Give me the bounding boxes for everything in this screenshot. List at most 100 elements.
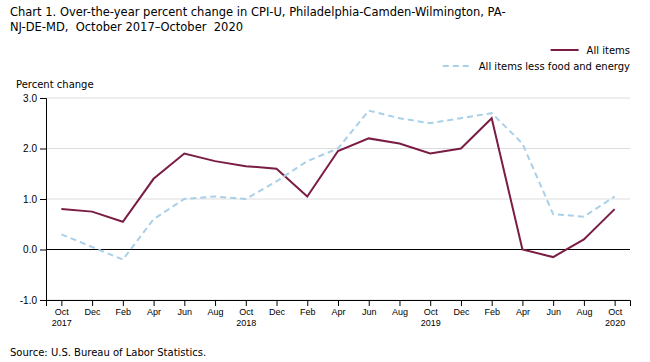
x-tick-label-line: Jun xyxy=(362,307,377,317)
x-tick-mark xyxy=(215,300,216,306)
title-line: NJ-DE-MD, October 2017–October 2020 xyxy=(10,20,243,34)
x-tick-label: Oct2020 xyxy=(605,307,625,327)
x-tick-mark xyxy=(492,300,493,306)
x-tick-mark xyxy=(615,300,616,306)
x-tick-mark xyxy=(246,300,247,306)
x-tick-label-line: 2020 xyxy=(605,318,625,328)
y-tick-mark xyxy=(40,199,46,200)
series-line xyxy=(61,118,614,257)
x-tick: Feb xyxy=(300,300,316,317)
grid-line xyxy=(46,98,630,99)
x-tick: Jun xyxy=(178,300,193,317)
x-tick: Aug xyxy=(208,300,224,317)
legend-label: All items less food and energy xyxy=(479,61,630,72)
x-tick: Dec xyxy=(85,300,102,317)
x-tick-label-line: Feb xyxy=(116,307,132,317)
x-tick-label: Jun xyxy=(178,307,193,317)
x-tick: Oct2018 xyxy=(236,300,256,328)
legend: All items All items less food and energy xyxy=(443,45,630,72)
x-tick-label-line: Feb xyxy=(300,307,316,317)
x-tick-label-line: 2017 xyxy=(52,318,72,328)
x-tick-mark xyxy=(184,300,185,306)
plot: -1.00.01.02.03.0Oct2017DecFebAprJunAugOc… xyxy=(20,93,631,328)
x-tick-mark xyxy=(277,300,278,306)
legend-swatch xyxy=(551,49,579,51)
x-tick: Oct2017 xyxy=(52,300,72,328)
y-axis-title: Percent change xyxy=(16,79,94,90)
x-tick-label: Aug xyxy=(392,307,408,317)
y-axis-line xyxy=(40,99,47,301)
x-tick-label-line: Oct xyxy=(55,307,70,317)
legend-label: All items xyxy=(587,45,630,56)
chart: Chart 1. Over-the-year percent change in… xyxy=(0,0,650,362)
x-tick-label-line: Aug xyxy=(208,307,224,317)
x-tick-label-line: Oct xyxy=(608,307,623,317)
y-tick: 3.0 xyxy=(23,93,46,104)
x-tick-label-line: Apr xyxy=(331,307,345,317)
x-tick-mark xyxy=(154,300,155,306)
y-tick: 0.0 xyxy=(23,244,46,255)
y-tick-label: 3.0 xyxy=(23,93,37,104)
x-tick: Dec xyxy=(453,300,470,317)
x-tick: Aug xyxy=(392,300,408,317)
x-tick-label-line: 2019 xyxy=(421,318,441,328)
y-tick-label: 2.0 xyxy=(23,143,37,154)
x-tick-label-line: 2018 xyxy=(236,318,256,328)
x-tick: Oct2020 xyxy=(605,300,625,328)
x-tick-label: Dec xyxy=(269,307,286,317)
x-tick-mark xyxy=(430,300,431,306)
x-tick-label-line: Jun xyxy=(178,307,193,317)
y-tick-mark xyxy=(40,250,46,251)
series-line xyxy=(61,111,614,260)
x-tick-label: Jun xyxy=(546,307,561,317)
x-tick-label: Dec xyxy=(85,307,102,317)
x-tick: Feb xyxy=(116,300,132,317)
x-tick: Dec xyxy=(269,300,286,317)
annotation: Source: U.S. Bureau of Labor Statistics. xyxy=(10,347,206,358)
x-tick: Aug xyxy=(576,300,592,317)
x-tick: Jun xyxy=(546,300,561,317)
zero-line xyxy=(46,249,630,250)
x-tick-mark xyxy=(123,300,124,306)
x-tick-label-line: Oct xyxy=(239,307,254,317)
lines xyxy=(61,111,614,260)
x-tick-label-line: Aug xyxy=(392,307,408,317)
x-tick-mark xyxy=(461,300,462,306)
x-tick-label-line: Feb xyxy=(484,307,500,317)
x-tick: Apr xyxy=(516,300,530,317)
y-tick-mark xyxy=(40,98,46,99)
x-tick-label-line: Apr xyxy=(516,307,530,317)
legend-swatch xyxy=(443,65,471,67)
x-tick-label-line: Dec xyxy=(269,307,286,317)
x-tick-label-line: Jun xyxy=(546,307,561,317)
y-axis: -1.00.01.02.03.0 xyxy=(20,93,47,306)
y-tick-mark xyxy=(40,300,46,301)
x-tick-label-line: Apr xyxy=(147,307,161,317)
x-tick: Feb xyxy=(484,300,500,317)
grid xyxy=(46,98,630,300)
x-tick: Oct2019 xyxy=(421,300,441,328)
y-tick: 1.0 xyxy=(23,194,46,205)
x-tick-mark xyxy=(61,300,62,306)
title: Chart 1. Over-the-year percent change in… xyxy=(10,5,506,34)
x-tick-label: Apr xyxy=(331,307,345,317)
x-tick-mark xyxy=(338,300,339,306)
x-tick-label: Oct2017 xyxy=(52,307,72,327)
x-tick: Apr xyxy=(147,300,161,317)
x-tick-mark xyxy=(92,300,93,306)
x-tick-label-line: Dec xyxy=(85,307,102,317)
grid-line xyxy=(46,199,630,200)
x-tick-mark xyxy=(553,300,554,306)
y-tick-label: 0.0 xyxy=(23,244,37,255)
x-tick: Apr xyxy=(331,300,345,317)
x-tick-label-line: Aug xyxy=(576,307,592,317)
y-tick-label: 1.0 xyxy=(23,194,37,205)
x-tick-label: Aug xyxy=(208,307,224,317)
x-tick-label: Oct2018 xyxy=(236,307,256,327)
x-tick-label: Feb xyxy=(484,307,500,317)
x-tick-label: Feb xyxy=(116,307,132,317)
x-tick-label: Apr xyxy=(516,307,530,317)
x-tick-mark xyxy=(369,300,370,306)
x-tick-mark xyxy=(522,300,523,306)
x-axis: Oct2017DecFebAprJunAugOct2018DecFebAprJu… xyxy=(47,300,631,328)
